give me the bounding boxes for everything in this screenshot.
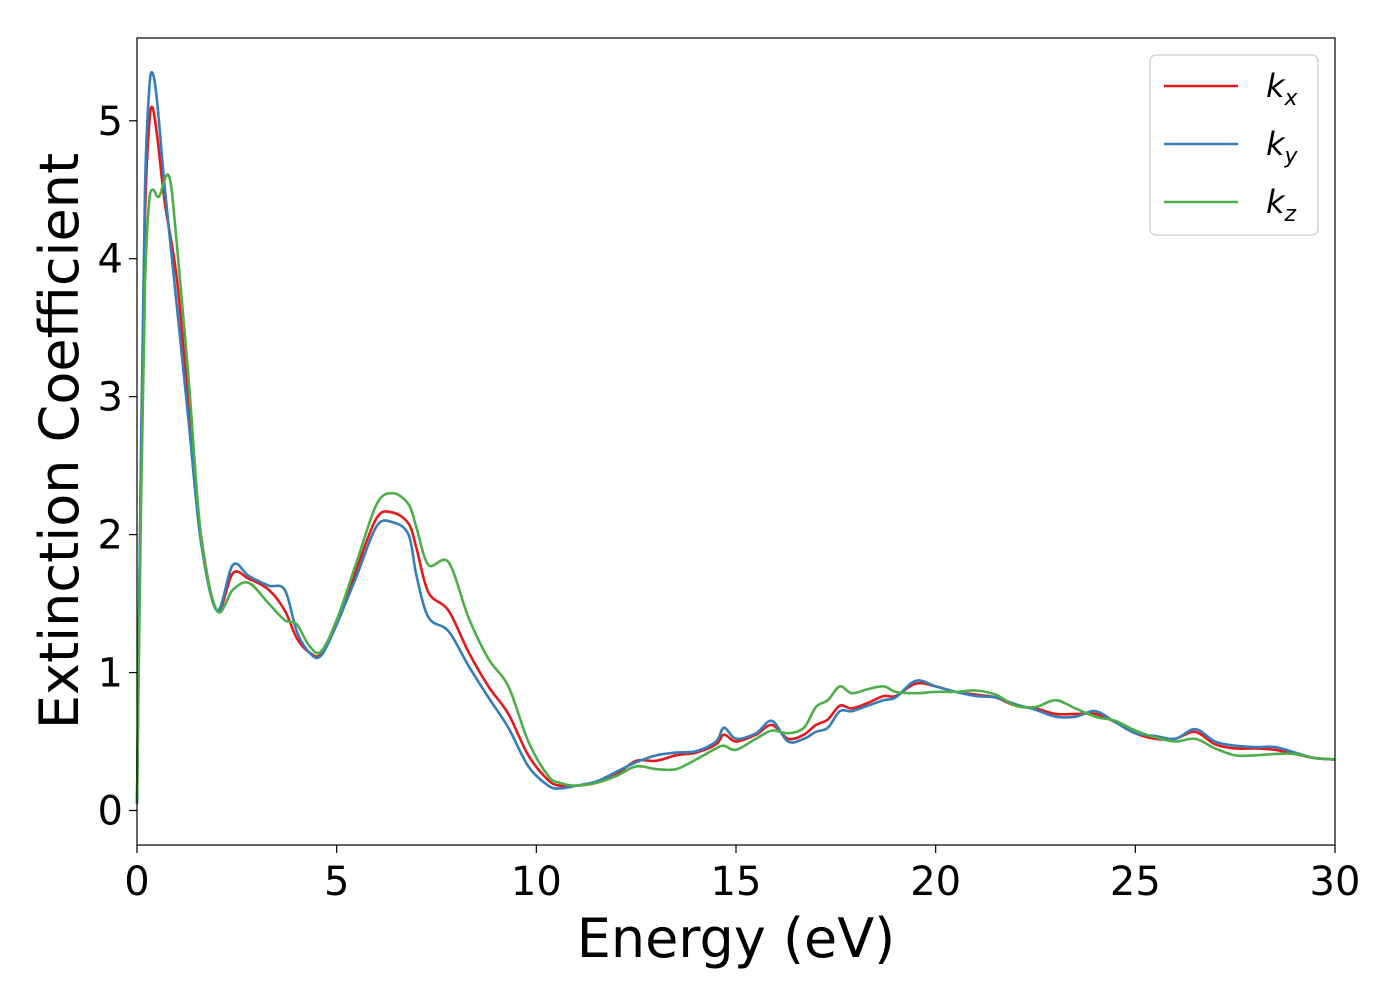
y-tick-label-3: 3 <box>98 375 123 421</box>
legend-label-k_x: kx <box>1266 67 1299 111</box>
x-tick-label-20: 20 <box>910 859 961 905</box>
x-tick-label-0: 0 <box>124 859 149 905</box>
plot-background <box>137 38 1335 845</box>
y-tick-label-2: 2 <box>98 513 123 559</box>
legend: kx ky kz <box>1149 54 1319 236</box>
x-tick-label-10: 10 <box>511 859 562 905</box>
x-tick-label-30: 30 <box>1310 859 1361 905</box>
x-tick-label-15: 15 <box>711 859 762 905</box>
y-tick-label-5: 5 <box>98 99 123 145</box>
y-tick-label-0: 0 <box>98 789 123 835</box>
x-tick-label-5: 5 <box>324 859 349 905</box>
y-tick-label-4: 4 <box>98 237 123 283</box>
series-layer <box>135 70 1336 804</box>
series-line-k_z <box>135 173 1336 804</box>
y-axis-title: Extinction Coefficient <box>28 153 91 729</box>
legend-label-k_z: kz <box>1266 183 1297 227</box>
legend-label-k_y: ky <box>1266 125 1299 169</box>
x-tick-label-25: 25 <box>1110 859 1161 905</box>
y-axis: 0 1 2 3 4 5 <box>98 99 137 835</box>
x-axis: 0 5 10 15 20 25 30 <box>124 845 1360 905</box>
y-tick-label-1: 1 <box>98 651 123 697</box>
x-axis-title: Energy (eV) <box>577 907 896 970</box>
